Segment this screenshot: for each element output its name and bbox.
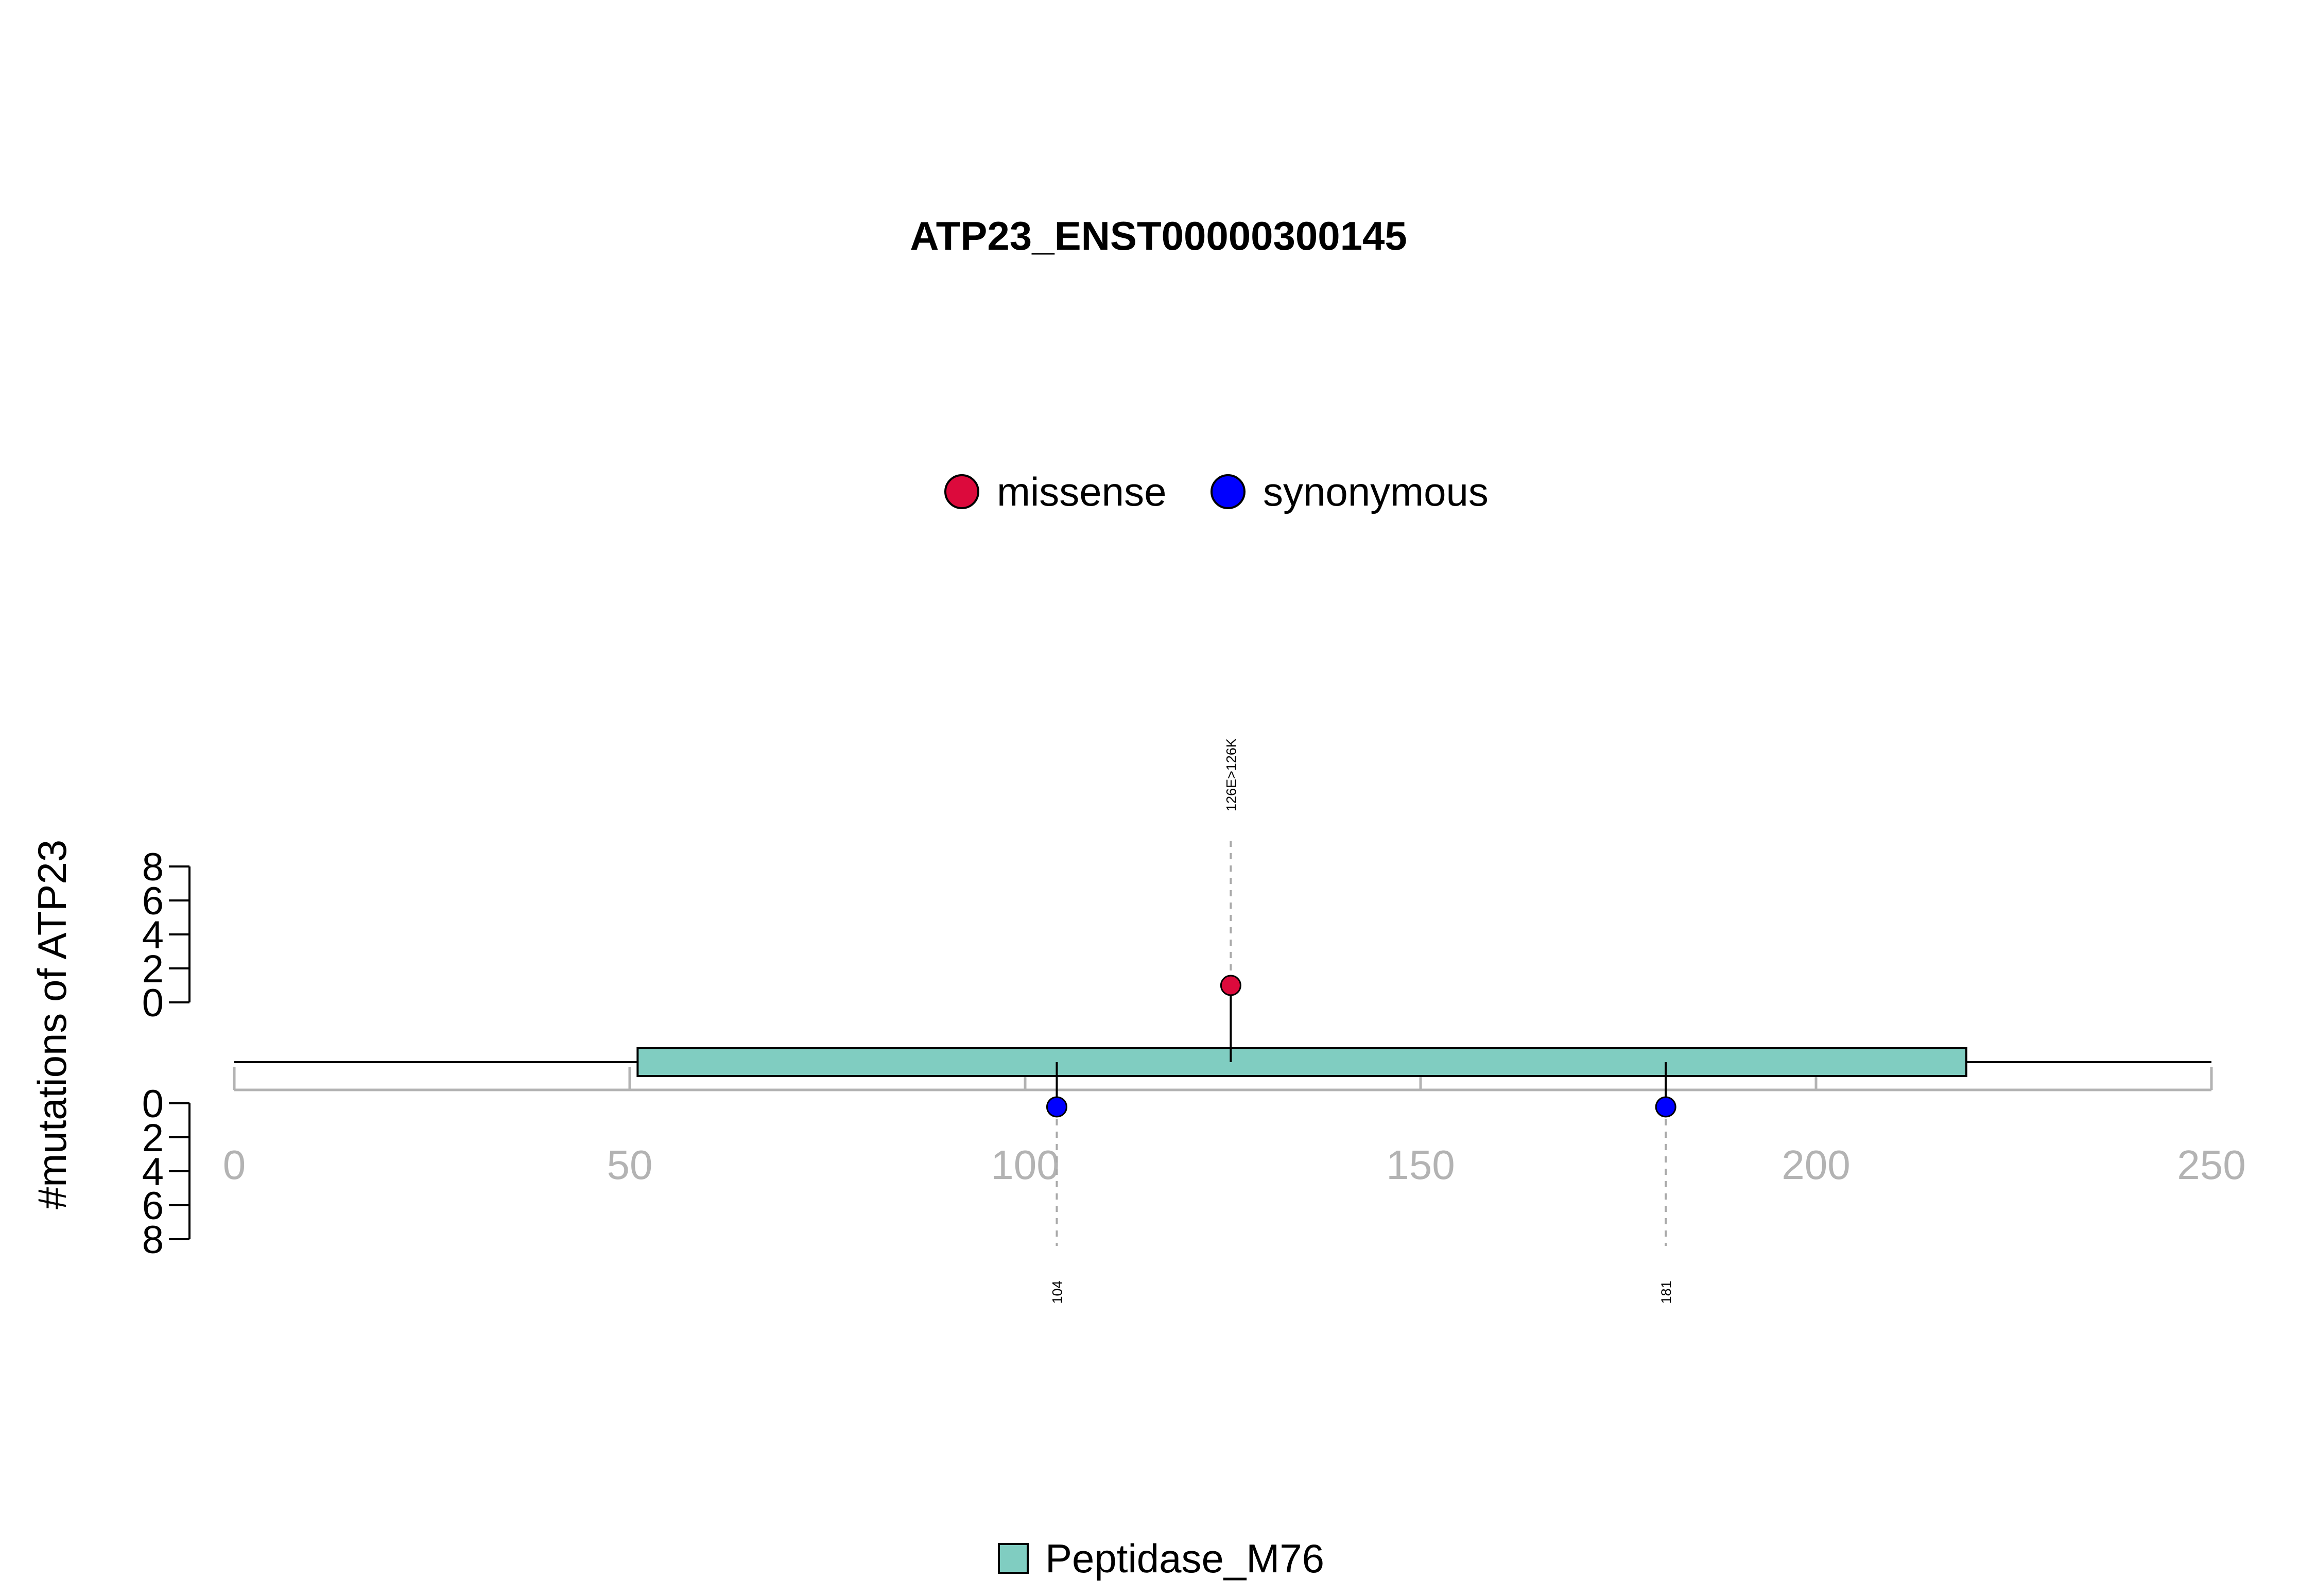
y-tick-label-upper: 4: [142, 913, 164, 957]
x-tick-label: 50: [607, 1142, 653, 1188]
y-tick-label-upper: 6: [142, 879, 164, 923]
y-tick-label-upper: 8: [142, 845, 164, 889]
mutation-label: 126E>126K: [1223, 738, 1239, 811]
mutation-label: 104: [1049, 1280, 1065, 1304]
y-tick-label-upper: 2: [142, 947, 164, 991]
domain-legend-label: Peptidase_M76: [1045, 1536, 1324, 1581]
legend-label-synonymous: synonymous: [1263, 469, 1489, 514]
mutation-lollipops: 126E>126K 104 181: [1046, 738, 1676, 1304]
chart-title: ATP23_ENST00000300145: [910, 213, 1407, 258]
x-tick-label: 250: [2177, 1142, 2245, 1188]
legend-marker-synonymous: [1211, 474, 1246, 509]
mutation-head: [1220, 975, 1241, 996]
domain-Peptidase_M76: [636, 1047, 1967, 1077]
domain-legend-swatch: [998, 1543, 1029, 1574]
y-tick-label-lower: 6: [142, 1184, 164, 1228]
x-tick-label: 100: [991, 1142, 1059, 1188]
x-tick-label: 150: [1386, 1142, 1455, 1188]
y-tick-label-lower: 2: [142, 1116, 164, 1160]
legend-marker-missense: [944, 474, 979, 509]
x-tick-label: 200: [1782, 1142, 1850, 1188]
mutation-head: [1046, 1096, 1067, 1118]
y-tick-label-lower: 8: [142, 1218, 164, 1262]
y-tick-label-lower: 0: [142, 1082, 164, 1126]
domain-legend: Peptidase_M76: [998, 1536, 1324, 1581]
mutation-head: [1655, 1096, 1676, 1118]
y-axis-label: #mutations of ATP23: [29, 840, 75, 1209]
x-tick-label: 0: [223, 1142, 246, 1188]
mutation-legend: missense synonymous: [944, 469, 1489, 514]
y-tick-label-lower: 4: [142, 1150, 164, 1194]
legend-label-missense: missense: [997, 469, 1166, 514]
x-axis: 0 50 100 150 200 250: [223, 1067, 2246, 1188]
y-tick-label-upper: 0: [142, 981, 164, 1025]
mutation-label: 181: [1658, 1280, 1674, 1304]
protein-backbone: [234, 1047, 2211, 1077]
